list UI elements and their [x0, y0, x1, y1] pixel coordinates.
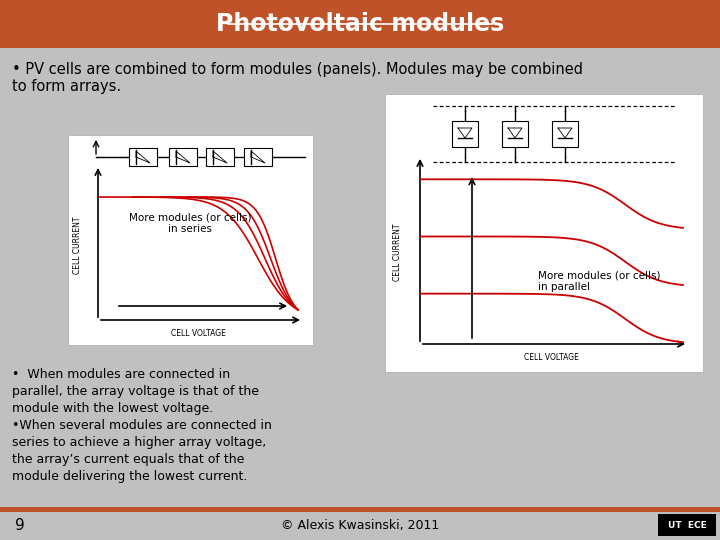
Polygon shape [136, 151, 150, 163]
Text: © Alexis Kwasinski, 2011: © Alexis Kwasinski, 2011 [281, 519, 439, 532]
Bar [244, 148, 272, 166]
Polygon shape [213, 151, 227, 163]
Text: 9: 9 [15, 518, 24, 534]
Bar [68, 135, 313, 345]
Bar [502, 121, 528, 147]
Text: More modules (or cells)
in parallel: More modules (or cells) in parallel [539, 271, 661, 292]
Text: •  When modules are connected in
parallel, the array voltage is that of the
modu: • When modules are connected in parallel… [12, 368, 272, 483]
Text: UT  ECE: UT ECE [667, 521, 706, 530]
Bar [0, 507, 720, 512]
Text: CELL VOLTAGE: CELL VOLTAGE [524, 353, 579, 361]
Polygon shape [251, 151, 265, 163]
Polygon shape [508, 128, 522, 138]
Text: CELL CURRENT: CELL CURRENT [73, 216, 83, 274]
Bar [0, 0, 720, 48]
Polygon shape [458, 128, 472, 138]
Bar [385, 94, 703, 372]
Bar [129, 148, 157, 166]
Text: Photovoltaic modules: Photovoltaic modules [216, 12, 504, 36]
Bar [658, 514, 716, 536]
Polygon shape [176, 151, 190, 163]
Text: More modules (or cells)
in series: More modules (or cells) in series [129, 212, 251, 234]
Text: CELL VOLTAGE: CELL VOLTAGE [171, 328, 225, 338]
Bar [552, 121, 578, 147]
Polygon shape [558, 128, 572, 138]
Bar [169, 148, 197, 166]
Text: • PV cells are combined to form modules (panels). Modules may be combined
to for: • PV cells are combined to form modules … [12, 62, 583, 94]
Text: CELL CURRENT: CELL CURRENT [394, 224, 402, 281]
Bar [452, 121, 478, 147]
Bar [206, 148, 234, 166]
